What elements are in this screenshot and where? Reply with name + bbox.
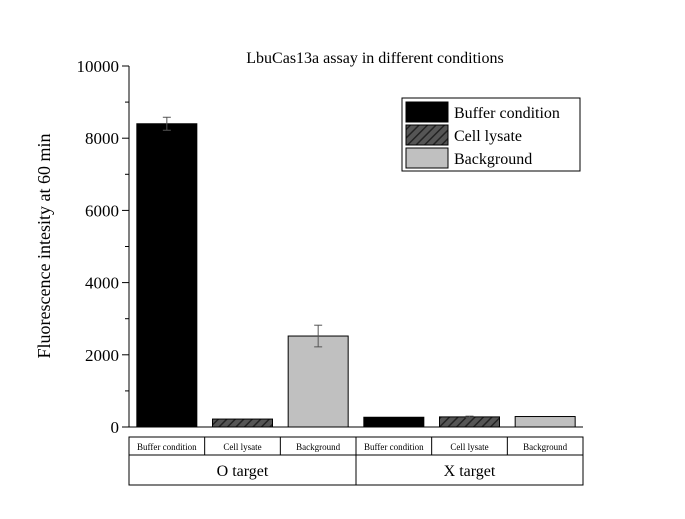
x-category-label: Buffer condition [137, 442, 197, 452]
bar-1-0 [363, 416, 425, 428]
y-tick-label: 0 [111, 418, 120, 437]
bar-0-0 [136, 123, 198, 428]
legend-label-2: Background [454, 151, 532, 168]
legend: Buffer condition Cell lysate Background [401, 97, 581, 172]
legend-label-1: Cell lysate [454, 128, 522, 145]
legend-swatch-0 [405, 101, 449, 123]
legend-swatch-2 [405, 147, 449, 169]
x-group-label: O target [217, 463, 269, 480]
x-group-label: X target [444, 463, 496, 480]
x-category-label: Cell lysate [223, 442, 261, 452]
category-table: Buffer condition Cell lysate Background O t… [128, 426, 584, 486]
bar-1-1 [439, 416, 500, 428]
y-tick-label: 2000 [85, 346, 119, 365]
legend-label-0: Buffer condition [454, 105, 560, 122]
chart-title: LbuCas13a assay in different conditions [246, 50, 503, 67]
y-tick-label: 6000 [85, 201, 119, 220]
bar-1-2 [514, 416, 576, 428]
legend-swatch-1 [405, 124, 449, 146]
bar-0-1 [212, 418, 273, 428]
x-category-label: Cell lysate [450, 442, 488, 452]
x-category-label: Background [296, 442, 340, 452]
y-axis-ticks: 0 2000 4000 6000 8000 10000 [77, 57, 129, 437]
bar-0-2 [287, 335, 349, 428]
y-axis-label: Fluorescence intesity at 60 min [34, 134, 54, 359]
y-tick-label: 4000 [85, 274, 119, 293]
y-tick-label: 10000 [77, 57, 120, 76]
x-category-label: Background [523, 442, 567, 452]
bars [136, 116, 576, 428]
y-tick-label: 8000 [85, 129, 119, 148]
x-category-label: Buffer condition [364, 442, 424, 452]
